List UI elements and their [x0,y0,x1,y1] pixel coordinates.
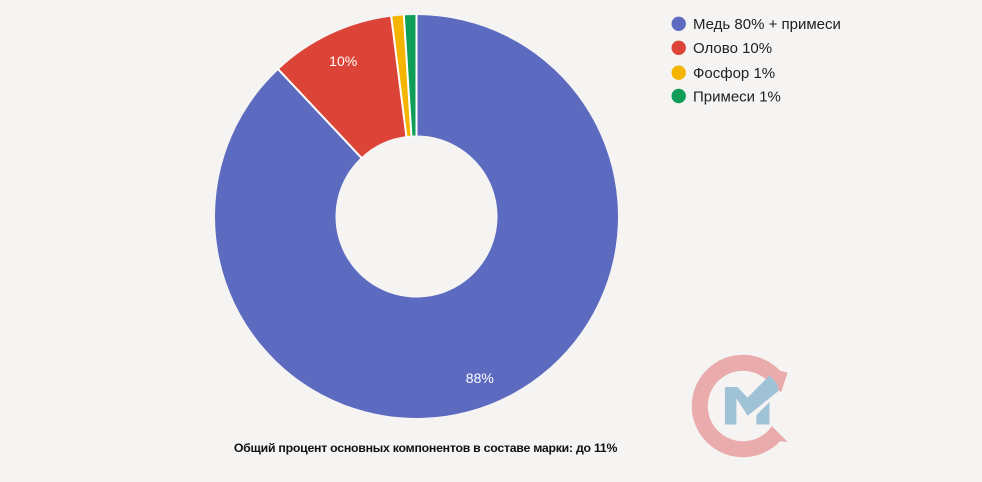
svg-text:10%: 10% [329,53,357,69]
svg-text:Фосфор 1%: Фосфор 1% [693,65,775,82]
svg-text:Общий процент основных компоне: Общий процент основных компонентов в сос… [234,441,618,455]
svg-text:Олово 10%: Олово 10% [693,40,772,57]
svg-text:Медь 80% + примеси: Медь 80% + примеси [693,16,841,33]
svg-text:88%: 88% [466,370,494,386]
svg-text:Примеси 1%: Примеси 1% [693,88,781,105]
